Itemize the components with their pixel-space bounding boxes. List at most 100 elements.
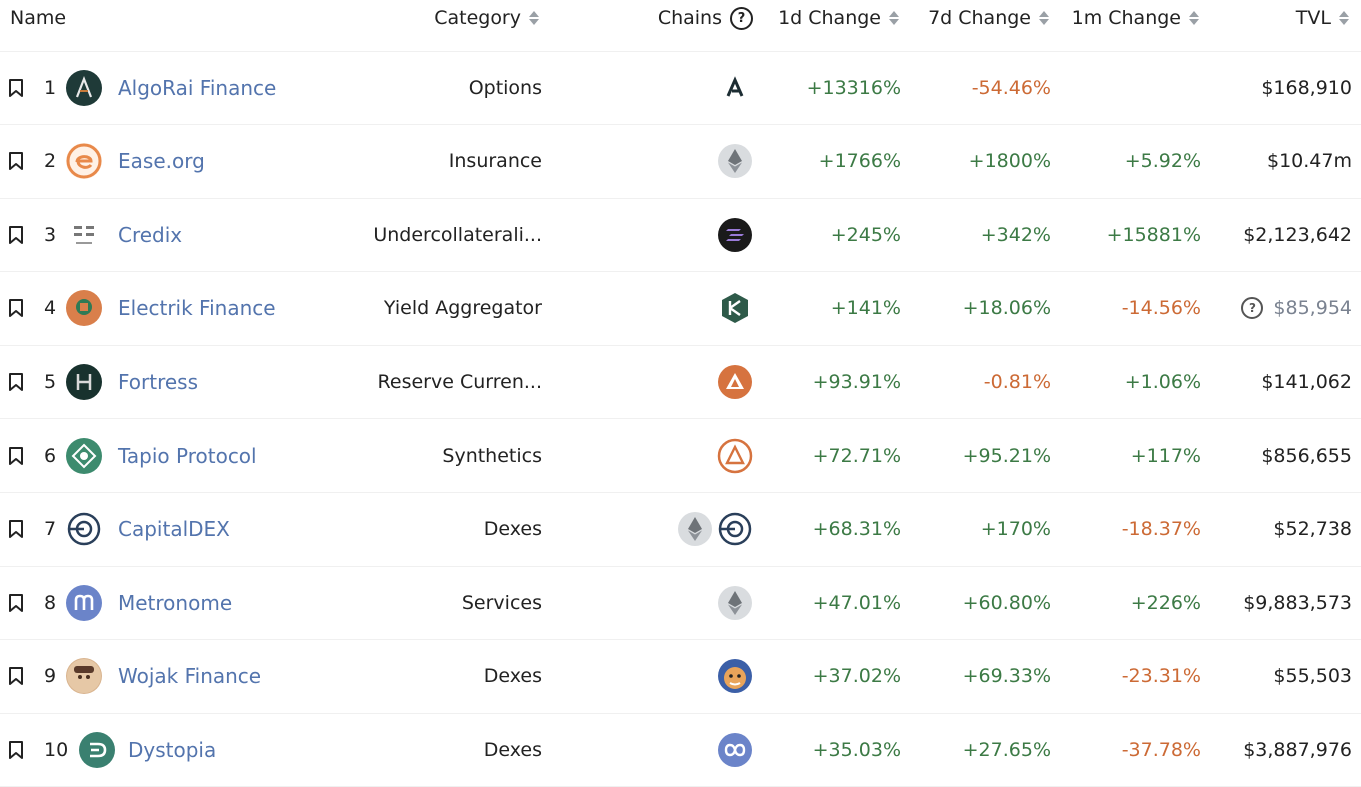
change-1m-cell: +15881% [1106,223,1201,246]
protocol-name-link[interactable]: AlgoRai Finance [118,75,277,100]
category-cell: Dexes [483,665,542,688]
chains-cell [677,493,753,566]
table-row[interactable]: 4 Electrik Finance Yield Aggregator +141… [0,272,1361,346]
rank-number: 4 [44,297,57,320]
bookmark-icon[interactable] [8,272,24,345]
change-1m-cell: +226% [1130,591,1201,614]
acala-icon[interactable] [717,438,753,474]
ethereum-icon[interactable] [717,143,753,179]
change-1d-cell: +93.91% [812,370,901,393]
protocol-name-link[interactable]: Metronome [118,590,233,615]
capitaldex-chain-icon[interactable] [717,511,753,547]
solana-icon[interactable] [717,217,753,253]
change-7d-cell: +95.21% [962,444,1051,467]
chains-cell [717,640,753,713]
avalanche-icon[interactable] [717,364,753,400]
chains-cell [717,51,753,124]
change-1m-cell: +117% [1130,444,1201,467]
protocol-name-link[interactable]: Credix [118,222,183,247]
table-row[interactable]: 2 Ease.org Insurance +1766% +1800% +5.92… [0,125,1361,199]
table-row[interactable]: 3 Credix Undercollaterali... +245% +342%… [0,198,1361,273]
bookmark-icon[interactable] [8,198,24,271]
electrik-finance-logo-icon [66,272,102,345]
protocol-name-link[interactable]: Fortress [118,369,199,394]
tvl-value: $55,503 [1273,665,1352,688]
tvl-value: $141,062 [1261,370,1352,393]
algorai-finance-logo-icon [66,51,102,124]
change-1m-cell: -23.31% [1121,665,1201,688]
tvl-cell: $3,887,976 [1243,713,1352,786]
table-row[interactable]: 6 Tapio Protocol Synthetics +72.71% +95.… [0,419,1361,493]
bookmark-icon[interactable] [8,566,24,639]
column-header-name-label: Name [10,7,67,29]
sort-icon[interactable] [1187,9,1201,27]
sort-icon[interactable] [1037,9,1051,27]
sort-icon[interactable] [1337,9,1351,27]
rank-number: 9 [44,665,57,688]
bookmark-icon[interactable] [8,345,24,418]
protocol-name-link[interactable]: Ease.org [118,149,205,174]
bookmark-icon[interactable] [8,51,24,124]
capitaldex-logo-icon [66,493,102,566]
table-row[interactable]: 1 AlgoRai Finance Options +13316% -54.46… [0,51,1361,125]
column-header-name[interactable]: Name [10,0,66,36]
dogechain-icon[interactable] [717,658,753,694]
column-header-chains: Chains ? [658,0,753,36]
bookmark-icon[interactable] [8,713,24,786]
bookmark-icon[interactable] [8,493,24,566]
protocol-name-link[interactable]: CapitalDEX [118,517,230,542]
polygon-icon[interactable] [717,732,753,768]
rank-number: 10 [44,738,69,761]
change-1d-cell: +37.02% [812,665,901,688]
change-7d-cell: -54.46% [971,76,1051,99]
tvl-value: $856,655 [1261,444,1352,467]
table-row[interactable]: 5 Fortress Reserve Curren... +93.91% -0.… [0,345,1361,420]
sort-icon[interactable] [527,9,541,27]
column-header-7d-change[interactable]: 7d Change [928,0,1051,36]
question-icon[interactable]: ? [1241,297,1264,320]
kava-icon[interactable] [717,290,753,326]
protocol-name-link[interactable]: Dystopia [128,737,217,762]
ethereum-icon[interactable] [717,585,753,621]
column-header-1d-change-label: 1d Change [778,7,881,29]
column-header-tvl-label: TVL [1295,7,1331,29]
protocol-name-link[interactable]: Tapio Protocol [118,443,257,468]
bookmark-icon[interactable] [8,419,24,492]
ethereum-icon[interactable] [677,511,713,547]
change-7d-cell: +170% [980,518,1051,541]
column-header-category[interactable]: Category [434,0,541,36]
fortress-logo-icon [66,345,102,418]
table-row[interactable]: 10 Dystopia Dexes +35.03% +27.65% -37.78… [0,713,1361,787]
tvl-value: $3,887,976 [1243,738,1352,761]
change-1d-cell: +68.31% [812,518,901,541]
table-row[interactable]: 9 Wojak Finance Dexes +37.02% +69.33% -2… [0,640,1361,714]
column-header-7d-change-label: 7d Change [928,7,1031,29]
ease-org-logo-icon [66,125,102,198]
rank-number: 7 [44,518,57,541]
change-1m-cell: -14.56% [1121,297,1201,320]
change-1d-cell: +1766% [818,150,901,173]
protocol-name-link[interactable]: Wojak Finance [118,664,262,689]
chains-cell [717,419,753,492]
change-7d-cell: +69.33% [962,665,1051,688]
table-row[interactable]: 8 Metronome Services +47.01% +60.80% +22… [0,566,1361,641]
protocol-name-link[interactable]: Electrik Finance [118,296,276,321]
bookmark-icon[interactable] [8,640,24,713]
column-header-tvl[interactable]: TVL [1296,0,1351,36]
help-icon[interactable]: ? [730,6,753,30]
change-1d-cell: +35.03% [812,738,901,761]
rank-number: 5 [44,370,57,393]
bookmark-icon[interactable] [8,125,24,198]
credix-logo-icon [66,198,102,271]
column-header-1m-change[interactable]: 1m Change [1072,0,1201,36]
algorand-icon[interactable] [717,70,753,106]
table-row[interactable]: 7 CapitalDEX Dexes +68.31% +170% -18.37%… [0,493,1361,567]
chains-cell [717,198,753,271]
column-header-1d-change[interactable]: 1d Change [778,0,901,36]
change-1d-cell: +72.71% [812,444,901,467]
category-cell: Services [461,591,542,614]
tvl-value: $2,123,642 [1243,223,1352,246]
sort-icon[interactable] [887,9,901,27]
tvl-value: $168,910 [1261,76,1352,99]
